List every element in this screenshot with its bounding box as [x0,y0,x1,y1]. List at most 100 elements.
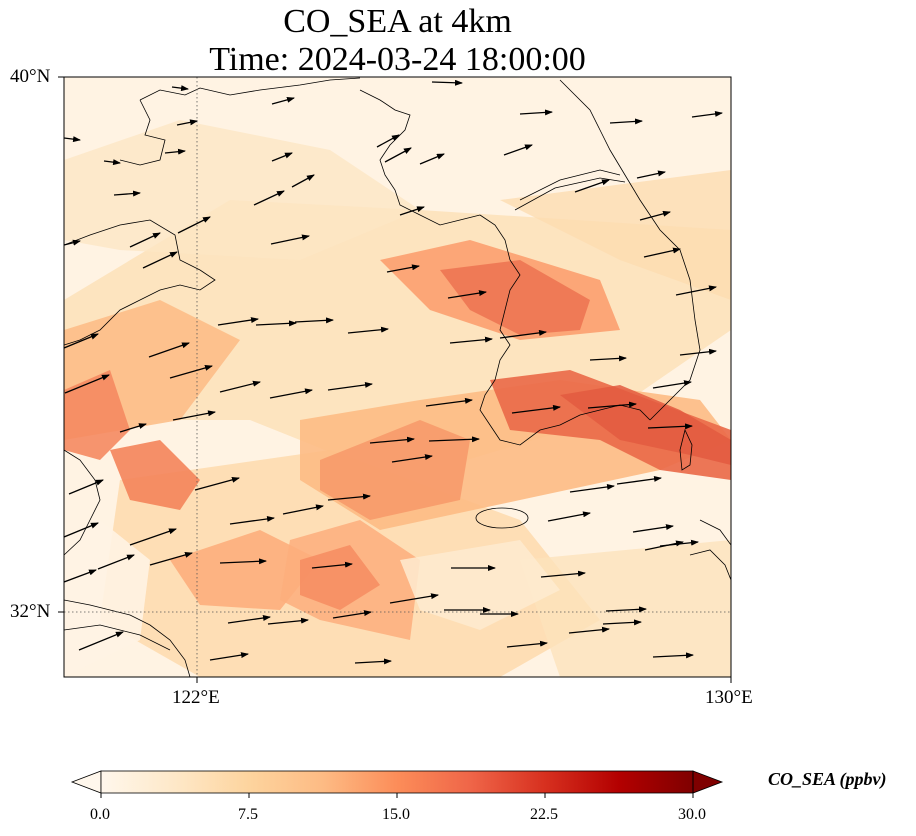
wind-arrow [255,320,297,327]
wind-arrow [78,631,124,651]
wind-arrow [149,552,193,566]
wind-arrow [354,658,392,665]
wind-arrow [267,617,309,625]
colorbar-label: CO_SEA (ppbv) [768,769,887,789]
wind-arrow [64,522,99,538]
wind-arrow [643,247,681,258]
wind-arrow [209,652,249,661]
wind-arrow [376,134,400,148]
wind-arrow [129,232,161,248]
wind-arrow [119,423,147,433]
wind-arrow [425,397,473,407]
lat-label-32n: 32°N [10,601,51,622]
wind-arrow [164,148,186,155]
wind-arrow [639,210,671,221]
coastlines [64,77,731,677]
wind-arrow [172,410,216,421]
wind-arrow [64,136,81,143]
wind-arrow [602,619,642,626]
wind-arrow [652,652,694,659]
colorbar-gradient [101,771,693,793]
colorbar [70,770,724,798]
wind-arrow [148,342,190,358]
wind-arrow [691,110,723,118]
wind-arrow [64,374,110,394]
wind-arrow [142,251,178,269]
concentration-field [64,77,731,677]
lon-label-122e: 122°E [172,687,220,708]
wind-vectors [64,79,723,665]
wind-arrow [384,147,412,163]
wind-arrow [97,554,135,570]
wind-arrow [587,401,637,409]
wind-arrow [347,326,389,334]
wind-arrow [64,569,97,583]
wind-arrow [219,558,267,565]
wind-arrow [227,615,271,624]
wind-arrow [574,179,610,193]
wind-arrow [503,144,533,156]
wind-arrow [431,79,463,86]
wind-arrow [419,153,445,165]
wind-arrow [219,380,261,393]
wind-arrow [632,524,674,533]
wind-arrow [391,454,433,463]
wind-arrow [282,504,324,515]
wind-arrow [616,475,662,485]
wind-arrow [291,174,315,188]
wind-arrow [589,355,627,362]
wind-arrow [499,329,547,339]
colorbar-tick-1: 7.5 [238,806,258,823]
wind-arrow [311,561,353,569]
wind-arrow [229,515,275,525]
map-title-line2: Time: 2024-03-24 18:00:00 [209,41,586,78]
wind-arrow [389,593,439,604]
wind-arrow [129,528,177,546]
wind-arrow [569,483,615,493]
wind-arrow [64,239,81,246]
wind-arrow [547,511,591,522]
colorbar-max-extend [692,770,724,794]
wind-arrow [519,109,553,116]
wind-arrow [253,190,285,206]
wind-arrow [294,317,334,324]
wind-arrow [675,285,717,296]
colorbar-min-extend [70,770,102,794]
wind-arrow [540,570,586,578]
wind-arrow [447,290,487,299]
wind-arrow [64,333,99,349]
wind-arrow [103,159,121,166]
colorbar-tick-3: 22.5 [530,806,558,823]
wind-arrow [177,216,211,234]
wind-arrow [399,206,425,216]
gridlines [64,77,731,677]
wind-arrow [609,118,643,125]
wind-arrow [269,388,313,399]
wind-arrow [659,539,699,547]
wind-arrow [369,436,415,444]
wind-arrow [217,317,259,326]
wind-arrow [636,170,666,179]
wind-arrow [605,606,647,613]
wind-arrow [428,436,480,443]
map-frame [63,76,732,678]
wind-arrow [506,640,548,648]
wind-arrow [327,381,373,391]
wind-arrow [176,119,198,126]
wind-arrow [68,479,104,495]
wind-arrow [568,626,610,634]
wind-arrow [271,96,295,105]
wind-arrow [194,476,240,491]
wind-arrow [327,493,371,501]
wind-arrow [652,380,692,389]
lat-label-40n: 40°N [10,66,51,87]
wind-arrow [511,404,561,414]
wind-arrow [647,423,693,430]
map-title-line1: CO_SEA at 4km [283,3,512,40]
wind-arrow [449,336,493,344]
wind-arrow [169,365,213,379]
wind-arrow [386,264,420,273]
wind-arrow [270,234,310,245]
wind-arrow [679,348,717,356]
